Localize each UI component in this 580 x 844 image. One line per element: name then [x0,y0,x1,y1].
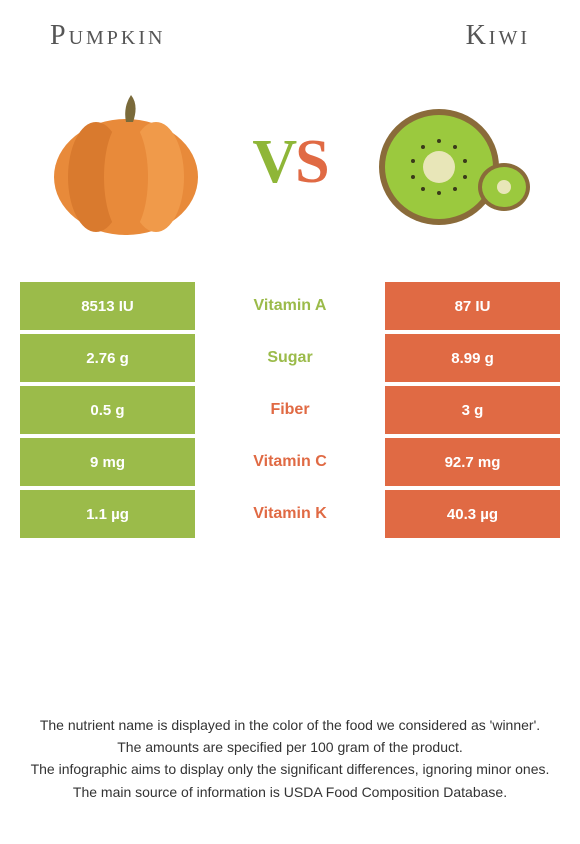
pumpkin-image [41,77,211,247]
images-row: VS [0,62,580,282]
left-value: 2.76 g [20,334,195,382]
title-right: Kiwi [466,20,530,52]
left-value: 0.5 g [20,386,195,434]
right-value: 3 g [385,386,560,434]
vs-v: V [252,128,295,196]
right-value: 87 IU [385,282,560,330]
table-row: 0.5 gFiber3 g [20,386,560,434]
footnote-line: The main source of information is USDA F… [20,782,560,802]
header: Pumpkin Kiwi [0,0,580,62]
nutrient-label: Vitamin K [195,490,385,538]
kiwi-image [369,77,539,247]
left-value: 9 mg [20,438,195,486]
nutrient-label: Fiber [195,386,385,434]
table-row: 1.1 µgVitamin K40.3 µg [20,490,560,538]
table-row: 8513 IUVitamin A87 IU [20,282,560,330]
table-row: 2.76 gSugar8.99 g [20,334,560,382]
right-value: 40.3 µg [385,490,560,538]
footnote-line: The infographic aims to display only the… [20,759,560,779]
footnotes: The nutrient name is displayed in the co… [0,715,580,804]
left-value: 1.1 µg [20,490,195,538]
footnote-line: The nutrient name is displayed in the co… [20,715,560,735]
vs-s: S [295,128,327,196]
nutrient-label: Vitamin C [195,438,385,486]
right-value: 8.99 g [385,334,560,382]
vs-label: VS [252,127,327,198]
footnote-line: The amounts are specified per 100 gram o… [20,737,560,757]
nutrient-label: Vitamin A [195,282,385,330]
right-value: 92.7 mg [385,438,560,486]
nutrient-label: Sugar [195,334,385,382]
left-value: 8513 IU [20,282,195,330]
title-left: Pumpkin [50,20,165,52]
table-row: 9 mgVitamin C92.7 mg [20,438,560,486]
comparison-table: 8513 IUVitamin A87 IU2.76 gSugar8.99 g0.… [20,282,560,538]
